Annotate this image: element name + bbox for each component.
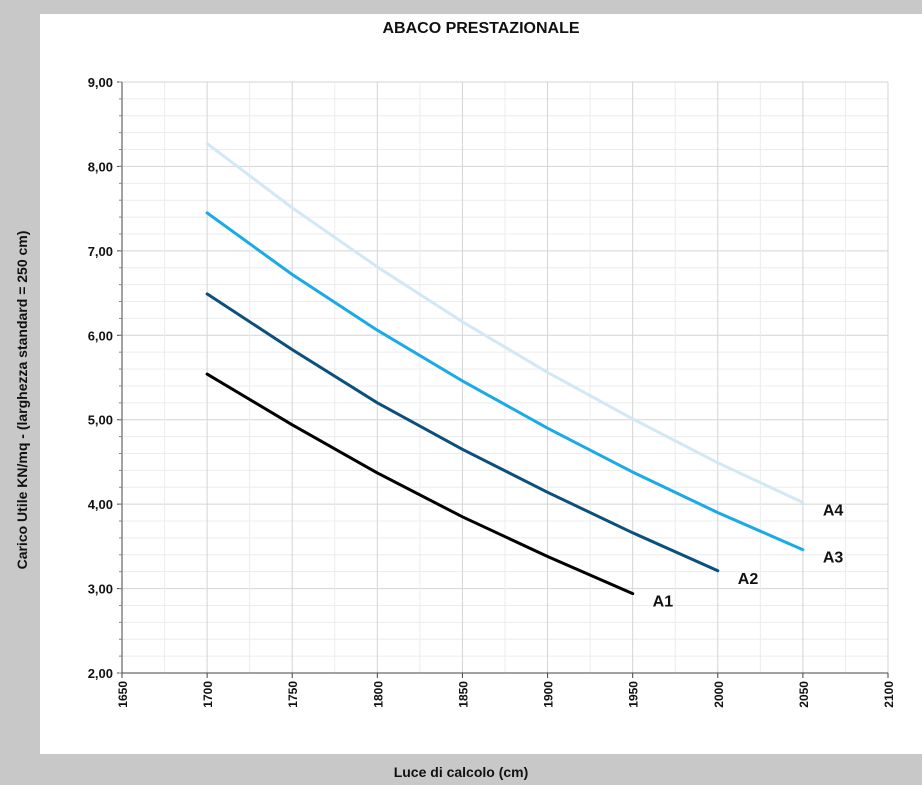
plot-panel [40, 14, 922, 754]
x-tick-label: 1900 [542, 681, 556, 708]
y-tick-label: 4,00 [88, 497, 113, 512]
y-tick-label: 8,00 [88, 159, 113, 174]
y-tick-label: 5,00 [88, 413, 113, 428]
x-tick-label: 1650 [116, 681, 130, 708]
y-tick-label: 7,00 [88, 244, 113, 259]
x-tick-label: 2000 [712, 681, 726, 708]
x-tick-label: 2050 [797, 681, 811, 708]
y-tick-label: 2,00 [88, 666, 113, 681]
x-tick-label: 1750 [286, 681, 300, 708]
x-tick-label: 1950 [627, 681, 641, 708]
x-tick-label: 2100 [882, 681, 896, 708]
y-tick-label: 3,00 [88, 582, 113, 597]
y-tick-label: 9,00 [88, 75, 113, 90]
x-tick-label: 1800 [371, 681, 385, 708]
series-line-a3 [205, 211, 805, 552]
series-line-a2 [205, 292, 720, 573]
chart-title: ABACO PRESTAZIONALE [382, 20, 580, 37]
x-tick-label: 1700 [201, 681, 215, 708]
series-label-a3: A3 [823, 550, 844, 567]
series-label-a2: A2 [738, 571, 759, 588]
series-line-a4 [205, 142, 805, 504]
series-label-a4: A4 [823, 502, 844, 519]
grid-group [121, 81, 889, 674]
series-label-a1: A1 [653, 594, 674, 611]
y-tick-label: 6,00 [88, 328, 113, 343]
series-line-a1 [205, 372, 635, 596]
x-axis-title: Luce di calcolo (cm) [393, 764, 529, 780]
x-tick-label: 1850 [456, 681, 470, 708]
y-axis-title: Carico Utile KN/mq - (larghezza standard… [14, 230, 30, 570]
